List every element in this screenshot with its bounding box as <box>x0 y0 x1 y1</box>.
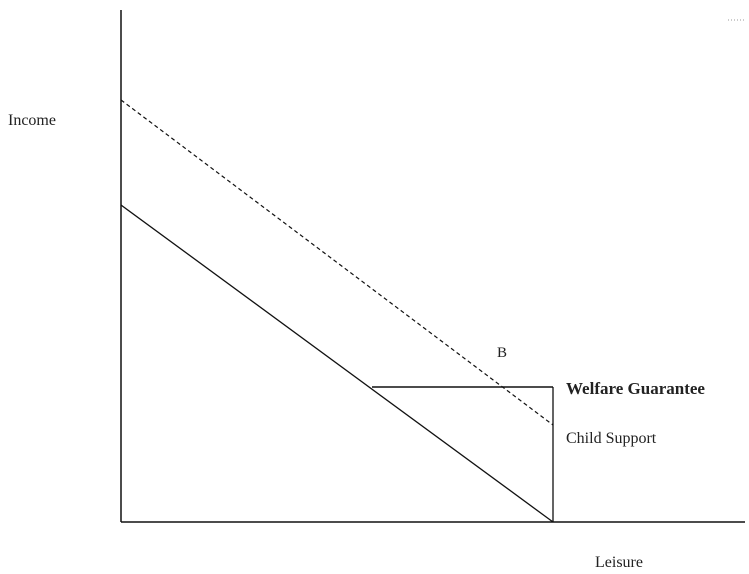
welfare-label: Welfare Guarantee <box>566 379 705 398</box>
point-label: B <box>497 345 507 361</box>
child-support-label: Child Support <box>566 430 657 447</box>
budget-line <box>120 204 554 523</box>
child-support-line <box>120 99 554 426</box>
x-axis-label: Leisure <box>595 554 643 569</box>
y-axis-label: Income <box>8 112 56 129</box>
